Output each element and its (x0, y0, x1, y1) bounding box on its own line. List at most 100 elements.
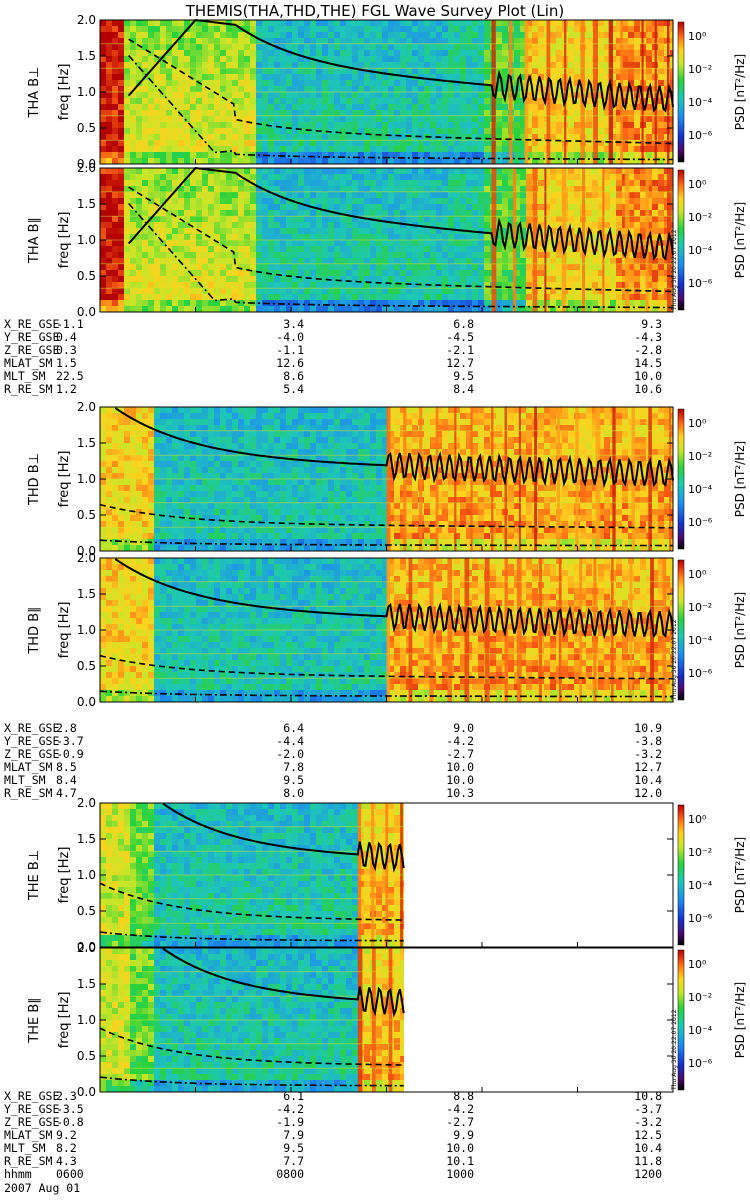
heatmap-cell (388, 134, 395, 141)
heatmap-cell (424, 192, 431, 199)
heatmap-cell (292, 186, 299, 193)
heatmap-cell (532, 86, 539, 93)
heatmap-cell (244, 38, 251, 45)
heatmap-cell (424, 20, 431, 27)
heatmap-cell (646, 44, 653, 51)
heatmap-cell (118, 50, 125, 57)
heatmap-cell (520, 204, 527, 211)
heatmap-cell (202, 288, 209, 295)
heatmap-cell (160, 491, 167, 498)
heatmap-cell (250, 276, 257, 283)
heatmap-cell (442, 20, 449, 27)
heatmap-cell (196, 38, 203, 45)
heatmap-cell (400, 140, 407, 147)
heatmap-cell (154, 497, 161, 504)
heatmap-cell (616, 270, 623, 277)
heatmap-cell (382, 116, 389, 123)
heatmap-cell (154, 443, 161, 450)
heatmap-cell (118, 210, 125, 217)
heatmap-cell (472, 62, 479, 69)
heatmap-cell (148, 92, 155, 99)
heatmap-cell (190, 80, 197, 87)
heatmap-cell (106, 449, 113, 456)
heatmap-cell (106, 413, 113, 420)
heatmap-cell (274, 140, 281, 147)
heatmap-cell (352, 128, 359, 135)
heatmap-cell (136, 110, 143, 117)
heatmap-cell (376, 116, 383, 123)
heatmap-cell (610, 134, 617, 141)
heatmap-cell (454, 104, 461, 111)
heatmap-cell (616, 116, 623, 123)
heatmap-cell (106, 116, 113, 123)
heatmap-cell (478, 174, 485, 181)
heatmap-cell (274, 92, 281, 99)
heatmap-cell (244, 158, 251, 165)
heatmap-cell (442, 228, 449, 235)
heatmap-cell (382, 276, 389, 283)
heatmap-cell (160, 288, 167, 295)
heatmap-cell (232, 264, 239, 271)
heatmap-cell (118, 270, 125, 277)
heatmap-cell (610, 68, 617, 75)
heatmap-cell (280, 98, 287, 105)
heatmap-cell (112, 509, 119, 516)
heatmap-cell (154, 437, 161, 444)
heatmap-cell (484, 186, 491, 193)
heatmap-cell (256, 294, 263, 301)
heatmap-cell (622, 134, 629, 141)
heatmap-cell (232, 282, 239, 289)
heatmap-cell (400, 68, 407, 75)
heatmap-cell (484, 270, 491, 277)
heatmap-cell (514, 158, 521, 165)
heatmap-cell (388, 38, 395, 45)
heatmap-cell (262, 116, 269, 123)
heatmap-cell (136, 92, 143, 99)
heatmap-cell (382, 228, 389, 235)
heatmap-cell (532, 20, 539, 27)
heatmap-cell (610, 264, 617, 271)
heatmap-cell (358, 168, 365, 175)
heatmap-cell (286, 44, 293, 51)
heatmap-cell (238, 168, 245, 175)
heatmap-cell (430, 32, 437, 39)
heatmap-cell (292, 276, 299, 283)
heatmap-cell (136, 180, 143, 187)
heatmap-cell (160, 98, 167, 105)
heatmap-cell (448, 168, 455, 175)
heatmap-cell (220, 192, 227, 199)
heatmap-cell (262, 92, 269, 99)
heatmap-cell (304, 192, 311, 199)
heatmap-cell (172, 134, 179, 141)
heatmap-cell (586, 192, 593, 199)
heatmap-cell (406, 192, 413, 199)
heatmap-cell (418, 140, 425, 147)
heatmap-cell (538, 134, 545, 141)
heatmap-cell (388, 122, 395, 129)
heatmap-cell (424, 300, 431, 307)
heatmap-cell (604, 32, 611, 39)
heatmap-cell (418, 210, 425, 217)
heatmap-cell (388, 56, 395, 63)
heatmap-cell (442, 246, 449, 253)
heatmap-cell (262, 228, 269, 235)
heatmap-cell (484, 294, 491, 301)
heatmap-cell (616, 62, 623, 69)
heatmap-cell (136, 104, 143, 111)
heatmap-cell (556, 74, 563, 81)
heatmap-cell (238, 128, 245, 135)
heatmap-cell (322, 180, 329, 187)
heatmap-cell (250, 306, 257, 313)
heatmap-cell (556, 116, 563, 123)
heatmap-cell (466, 210, 473, 217)
heatmap-cell (526, 86, 533, 93)
heatmap-cell (364, 44, 371, 51)
heatmap-cell (358, 258, 365, 265)
heatmap-cell (574, 26, 581, 33)
heatmap-cell (124, 222, 131, 229)
heatmap-cell (256, 98, 263, 105)
heatmap-cell (112, 74, 119, 81)
heatmap-cell (136, 276, 143, 283)
heatmap-cell (166, 252, 173, 259)
heatmap-cell (352, 174, 359, 181)
